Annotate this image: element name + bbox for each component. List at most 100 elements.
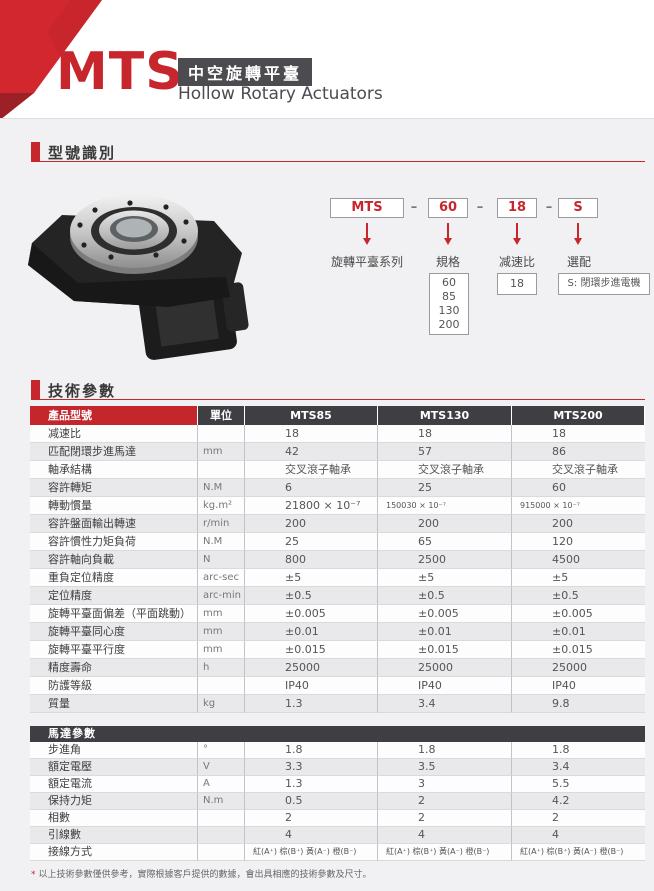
row-unit: N.M: [198, 533, 245, 551]
row-value: 2: [245, 810, 378, 827]
row-unit: mm: [198, 605, 245, 623]
row-value: IP40: [245, 677, 378, 695]
motor-table: 步進角 ° 1.8 1.8 1.8 額定電壓 V 3.3 3.5 3.4 額定電流 A 1.3 3 5.5 保…: [30, 742, 645, 861]
model-code-option: S: [558, 198, 598, 218]
row-value: 4: [245, 827, 378, 844]
row-value: IP40: [512, 677, 645, 695]
brand-logo: [0, 0, 102, 120]
row-label: 軸承結構: [30, 461, 198, 479]
column-header: 產品型號: [30, 406, 198, 425]
spec-table: 產品型號 單位 MTS85 MTS130 MTS200 减速比 18 18 18 匹配閉環步進馬達…: [30, 406, 645, 713]
row-value: 25000: [378, 659, 512, 677]
size-option: 200: [438, 318, 460, 331]
row-value: 25000: [512, 659, 645, 677]
row-value: 150030 × 10⁻⁷: [378, 497, 512, 515]
row-value: ±0.5: [512, 587, 645, 605]
diagram-label-ratio: 减速比: [498, 255, 535, 269]
row-value: 6: [245, 479, 378, 497]
row-value: 18: [245, 425, 378, 443]
row-unit: kg: [198, 695, 245, 713]
row-unit: arc-min: [198, 587, 245, 605]
row-value: ±0.015: [245, 641, 378, 659]
row-unit: r/min: [198, 515, 245, 533]
row-label: 額定電流: [30, 776, 198, 793]
down-arrow-icon: [363, 223, 371, 245]
row-unit: [198, 461, 245, 479]
model-code-ratio: 18: [497, 198, 537, 218]
row-value: 2: [378, 810, 512, 827]
diagram-label-series: 旋轉平臺系列: [330, 255, 403, 269]
section-title: 技術參數: [48, 382, 117, 400]
row-unit: mm: [198, 443, 245, 461]
row-value: ±0.015: [378, 641, 512, 659]
row-label: 旋轉平臺面偏差（平面跳動）: [30, 605, 198, 623]
row-value: 21800 × 10⁻⁷: [245, 497, 378, 515]
product-code-title: MTS: [56, 42, 184, 102]
model-code-size: 60: [428, 198, 468, 218]
row-value: 25000: [245, 659, 378, 677]
size-option: 130: [438, 304, 460, 317]
row-value: 18: [378, 425, 512, 443]
row-value: 紅(A⁺) 棕(B⁺) 黃(A⁻) 橙(B⁻): [512, 844, 645, 861]
row-unit: [198, 677, 245, 695]
row-value: 2: [512, 810, 645, 827]
row-value: 2: [378, 793, 512, 810]
row-value: 1.8: [512, 742, 645, 759]
row-label: 减速比: [30, 425, 198, 443]
size-option: 85: [442, 290, 456, 303]
page-header: MTS 中空旋轉平臺 Hollow Rotary Actuators: [0, 0, 654, 120]
dash-separator: –: [476, 200, 484, 215]
row-value: 1.8: [378, 742, 512, 759]
row-value: 4500: [512, 551, 645, 569]
row-unit: [198, 827, 245, 844]
row-label: 步進角: [30, 742, 198, 759]
motor-params-header: 馬達參數: [30, 726, 645, 742]
row-label: 容許轉矩: [30, 479, 198, 497]
section-title: 型號識別: [48, 144, 117, 162]
row-value: ±0.01: [512, 623, 645, 641]
page-body: 型號識別 M: [0, 118, 654, 891]
product-photo: [28, 194, 249, 360]
row-value: 3.5: [378, 759, 512, 776]
row-value: IP40: [378, 677, 512, 695]
row-label: 匹配閉環步進馬達: [30, 443, 198, 461]
row-value: ±0.005: [378, 605, 512, 623]
row-value: 1.8: [245, 742, 378, 759]
row-value: 18: [512, 425, 645, 443]
row-label: 旋轉平臺平行度: [30, 641, 198, 659]
row-value: 3.4: [512, 759, 645, 776]
row-value: 3.4: [378, 695, 512, 713]
diagram-label-option: 選配: [566, 255, 591, 269]
row-value: 200: [378, 515, 512, 533]
row-value: ±5: [378, 569, 512, 587]
row-value: ±0.005: [245, 605, 378, 623]
row-label: 重負定位精度: [30, 569, 198, 587]
down-arrow-icon: [444, 223, 452, 245]
red-bar-icon: [31, 142, 40, 161]
row-unit: N.m: [198, 793, 245, 810]
row-value: 200: [512, 515, 645, 533]
dash-separator: –: [410, 200, 418, 215]
down-arrow-icon: [513, 223, 521, 245]
row-label: 防護等級: [30, 677, 198, 695]
row-value: 9.8: [512, 695, 645, 713]
row-unit: h: [198, 659, 245, 677]
row-label: 保持力矩: [30, 793, 198, 810]
row-unit: mm: [198, 623, 245, 641]
row-value: 2500: [378, 551, 512, 569]
row-label: 容許軸向負載: [30, 551, 198, 569]
row-label: 旋轉平臺同心度: [30, 623, 198, 641]
column-header: MTS130: [378, 406, 512, 425]
row-value: 42: [245, 443, 378, 461]
row-value: ±0.01: [245, 623, 378, 641]
model-code-series: MTS: [330, 198, 404, 218]
product-name-en: Hollow Rotary Actuators: [178, 84, 383, 104]
row-unit: °: [198, 742, 245, 759]
row-label: 接線方式: [30, 844, 198, 861]
row-label: 轉動慣量: [30, 497, 198, 515]
row-label: 額定電壓: [30, 759, 198, 776]
row-value: 紅(A⁺) 棕(B⁺) 黃(A⁻) 橙(B⁻): [378, 844, 512, 861]
row-value: 1.3: [245, 776, 378, 793]
footnote-text: 以上技術參數僅供參考，實際根據客戶提供的數據，會出具相應的技術參數及尺寸。: [38, 870, 372, 880]
row-unit: [198, 844, 245, 861]
